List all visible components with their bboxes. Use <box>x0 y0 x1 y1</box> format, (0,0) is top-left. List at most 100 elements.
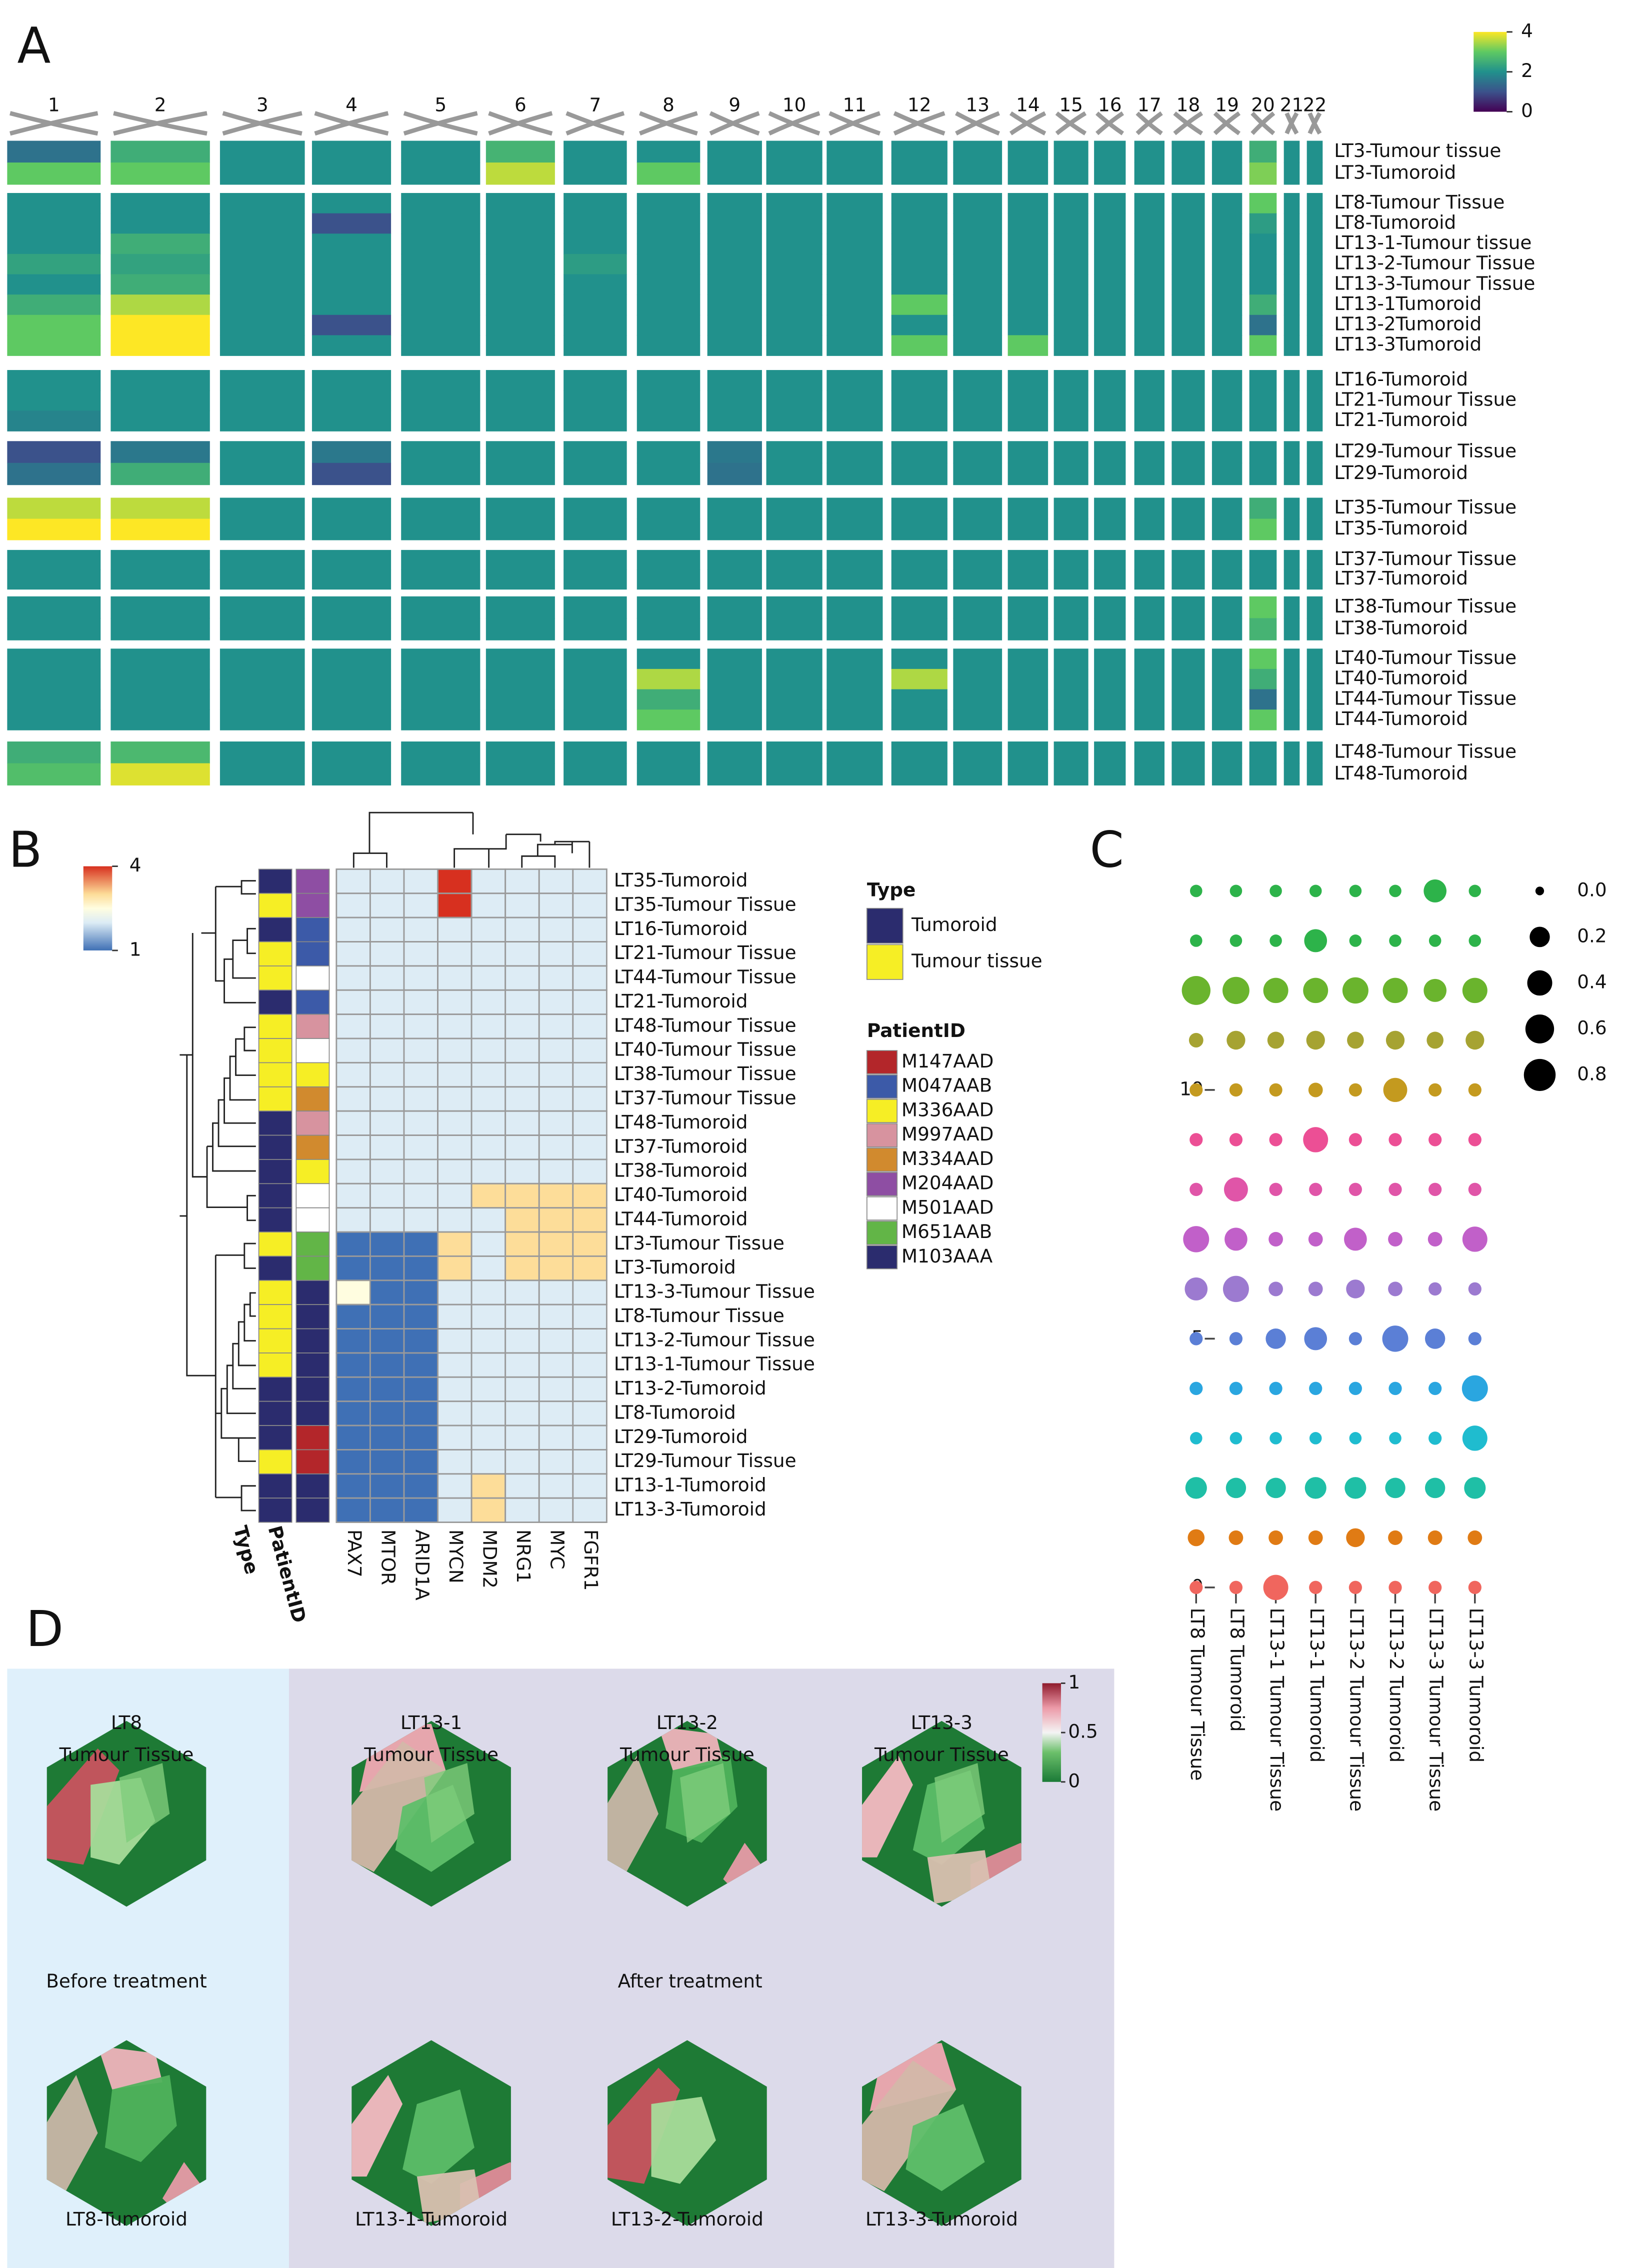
legend-label: M997AAD <box>902 1123 994 1145</box>
cnv-cell <box>401 370 480 391</box>
cnv-cell <box>1054 462 1088 486</box>
cnv-cell <box>636 162 700 185</box>
panel-letter: D <box>26 1600 64 1658</box>
colorbar-tick-label: 4 <box>130 854 142 876</box>
cnv-cell <box>564 314 627 336</box>
cnv-cell <box>1249 441 1277 464</box>
type-cell <box>258 990 292 1015</box>
cnv-cell <box>1306 410 1323 432</box>
cnv-cell <box>401 570 480 590</box>
cnv-cell <box>1134 213 1165 234</box>
cnv-cell <box>1172 648 1205 670</box>
chromosome-icon <box>1173 111 1204 136</box>
cnv-cell <box>486 410 555 432</box>
sample-label: LT13-1Tumoroid <box>1334 292 1482 314</box>
cnv-cell <box>220 462 305 486</box>
cnv-cell <box>110 763 210 786</box>
gene-cell <box>336 1014 371 1040</box>
type-cell <box>258 1400 292 1426</box>
gene-cell <box>403 1255 438 1282</box>
cnv-cell <box>1134 689 1165 710</box>
cnv-cell <box>953 192 1002 214</box>
cnv-cell <box>110 140 210 163</box>
cnv-cell <box>1008 140 1048 163</box>
gene-cell <box>403 941 438 967</box>
gene-cell <box>572 1280 608 1306</box>
cnv-cell <box>1008 596 1048 619</box>
gene-cell <box>538 1280 574 1306</box>
cnv-cell <box>486 741 555 764</box>
cnv-cell <box>110 498 210 520</box>
cnv-cell <box>486 274 555 295</box>
cnv-cell <box>826 518 883 540</box>
cnv-cell <box>826 274 883 295</box>
gene-cell <box>437 1158 472 1184</box>
type-cell <box>258 1425 292 1450</box>
cnv-cell <box>312 192 392 214</box>
cnv-cell <box>1094 648 1126 670</box>
cnv-cell <box>707 518 762 540</box>
bubble <box>1388 1382 1402 1396</box>
cnv-cell <box>1306 710 1323 730</box>
cnv-cell <box>564 213 627 234</box>
gene-cell <box>437 1207 472 1233</box>
gene-cell <box>369 1424 405 1450</box>
gene-cell <box>572 916 608 942</box>
phase-label: Before treatment <box>46 1970 207 1992</box>
cnv-cell <box>1284 648 1300 670</box>
cnv-cell <box>826 335 883 356</box>
cnv-cell <box>1249 294 1277 316</box>
gene-cell <box>437 1400 472 1426</box>
size-legend-label: 0.8 <box>1577 1062 1606 1084</box>
sample-label: LT29-Tumour Tissue <box>614 1450 796 1472</box>
patient-cell <box>296 1498 330 1523</box>
chromosome-icon <box>1284 112 1299 135</box>
gene-cell <box>470 1473 506 1499</box>
cnv-cell <box>1172 462 1205 486</box>
cnv-cell <box>953 710 1002 730</box>
gene-cell <box>470 1014 506 1040</box>
patient-cell <box>296 1376 330 1402</box>
patient-cell <box>296 868 330 894</box>
cnv-cell <box>766 314 822 336</box>
gene-cell <box>504 1134 540 1160</box>
chromosome-label: 4 <box>346 94 358 116</box>
gene-cell <box>470 868 506 894</box>
patient-cell <box>296 1207 330 1232</box>
cnv-cell <box>891 668 948 690</box>
sample-label: LT8-Tumour Tissue <box>614 1304 784 1326</box>
bubble <box>1309 1580 1322 1594</box>
cnv-cell <box>1008 294 1048 316</box>
cnv-cell <box>826 710 883 730</box>
cnv-cell <box>312 668 392 690</box>
spatial-title: Tumour Tissue <box>620 1744 754 1766</box>
cnv-cell <box>1212 462 1242 486</box>
bubble <box>1309 1182 1322 1196</box>
cnv-cell <box>486 294 555 316</box>
sample-label: LT37-Tumoroid <box>1334 567 1468 589</box>
cnv-cell <box>7 254 101 275</box>
legend-label: M047AAB <box>902 1074 992 1096</box>
gene-cell <box>437 1255 472 1282</box>
patient-cell <box>296 1328 330 1354</box>
cnv-cell <box>1212 314 1242 336</box>
gene-cell <box>336 892 371 918</box>
cnv-cell <box>401 462 480 486</box>
gene-cell <box>336 1424 371 1450</box>
gene-cell <box>336 1207 371 1233</box>
bubble <box>1348 1332 1362 1346</box>
gene-cell <box>538 1424 574 1450</box>
cnv-cell <box>7 763 101 786</box>
cnv-cell <box>1172 370 1205 391</box>
bubble <box>1188 1529 1205 1546</box>
bubble <box>1428 1182 1442 1196</box>
gene-cell <box>470 1158 506 1184</box>
gene-cell <box>403 1086 438 1112</box>
cnv-cell <box>401 314 480 336</box>
x-tick-label: LT8 Tumoroid <box>1226 1608 1248 1732</box>
spatial-patches <box>862 2043 985 2192</box>
cnv-cell <box>636 390 700 412</box>
cnv-cell <box>707 618 762 640</box>
gene-cell <box>336 1473 371 1499</box>
cnv-cell <box>1306 668 1323 690</box>
